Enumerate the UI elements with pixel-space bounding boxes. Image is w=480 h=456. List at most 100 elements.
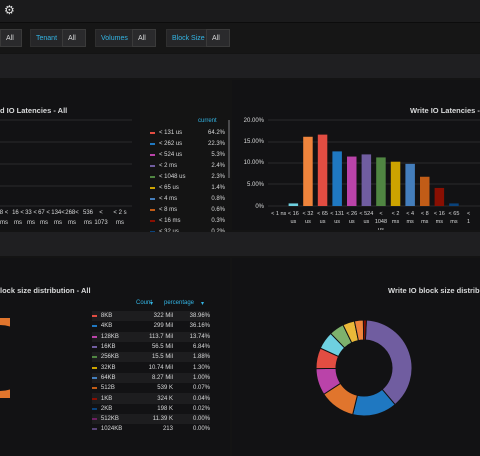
legend-item[interactable]: < 8 ms 0.6% [150,204,225,215]
x-tick-label: 33 < [25,210,37,216]
table-row[interactable]: 8KB 322 Mil 38.96% [92,311,210,322]
legend-swatch [150,164,155,167]
legend-value: 2.4% [211,162,225,169]
row-swatch [92,335,97,338]
legend-item[interactable]: < 262 us 22.3% [150,138,225,149]
header-percentage[interactable]: percentage [164,300,195,306]
table-row[interactable]: 64KB 8.27 Mil 1.00% [92,372,210,384]
read-io-latency-panel: d IO Latencies - All 8 < ms 16 < ms 33 < ms 67… [0,80,140,230]
sort-icon: ▾ [201,301,205,307]
row-swatch [92,346,97,349]
legend-item[interactable]: < 1048 us 2.3% [150,171,225,182]
legend-value: 64.2% [207,129,225,136]
y-tick: 20.00% [244,118,265,124]
row-swatch [92,418,97,421]
bar[interactable] [376,157,386,206]
legend-value: 0.3% [211,217,225,224]
x-tick-label: ms [436,219,444,225]
legend-swatch [150,142,155,145]
legend-label: < 524 us [159,151,183,158]
sort-icon: ▾ [150,301,154,307]
bar[interactable] [361,154,372,206]
legend-item[interactable]: < 4 ms 0.8% [150,193,225,204]
x-tick-label: < 2 s [113,210,126,216]
bar[interactable] [332,151,342,206]
row-block-size: 512KB [100,416,119,423]
panel-title: Write IO Latencies - A [410,106,480,115]
x-tick-label: 134< [51,210,65,216]
gear-icon[interactable]: ⚙ [4,3,15,17]
row-percentage: 0.04% [193,395,211,402]
bar[interactable] [288,203,299,206]
block-size-table: Count ▾ percentage ▾ 8KB 322 Mil 38.96% 4KB… [92,300,212,434]
legend-value: 2.3% [211,173,225,180]
row-swatch [92,387,97,390]
table-row[interactable]: 2KB 198 K 0.02% [92,404,210,414]
table-row[interactable]: 512B 539 K 0.07% [92,383,210,393]
table-row[interactable]: 128KB 113.7 Mil 13.74% [92,331,211,342]
donut-slice[interactable] [362,319,367,341]
x-tick-label: ms [27,220,35,226]
row-header-2[interactable] [0,232,480,256]
legend-item[interactable]: < 65 us 1.4% [150,182,225,193]
x-tick-label: < [379,211,382,217]
x-tick-label: ms [14,220,22,226]
table-row[interactable]: 256KB 15.5 Mil 1.88% [92,352,211,363]
variable-select-tenant[interactable]: All ▾ [62,29,86,60]
row-header-1[interactable] [0,54,480,78]
table-row[interactable]: 512KB 11.39 K 0.00% [92,414,210,425]
legend-scrollbar[interactable] [228,120,230,178]
table-row[interactable]: 4KB 299 Mil 36.16% [92,321,210,331]
x-tick-label: us [363,219,369,225]
row-count: 56.5 Mil [151,344,173,351]
legend-swatch [150,186,155,189]
header-count[interactable]: Count [136,300,153,306]
bar[interactable] [390,161,401,206]
table-row[interactable]: 16KB 56.5 Mil 6.84% [92,342,210,352]
x-tick-label: ms [84,220,92,226]
x-tick-label: < 8 [421,211,429,217]
legend-item[interactable]: < 32 us0.2% [150,226,225,237]
table-row[interactable]: 1KB 324 K 0.04% [92,393,211,404]
bar[interactable] [303,136,313,206]
table-row[interactable]: 1024KB 213 0.00% [92,424,210,434]
bar[interactable] [317,134,328,206]
row-block-size: 8KB [100,313,113,320]
donut-slice[interactable] [364,319,413,406]
x-tick-label: < 65 [317,211,328,217]
y-tick: 10.00% [244,160,265,166]
variable-select-block-size[interactable]: All ▾ [206,29,230,60]
write-latency-chart: 20.00% 15.00% 10.00% 5.00% 0% < 1 ns < 16… [244,118,480,230]
legend-item[interactable]: < 524 us 5.3% [150,149,225,160]
x-tick-label: us [378,227,384,230]
variable-select-volumes[interactable]: All ▾ [132,29,156,60]
bar[interactable] [434,187,445,206]
legend-value: 0.2% [195,229,225,235]
table-row[interactable]: 32KB 10.74 Mil 1.30% [92,363,210,373]
legend-swatch [150,219,155,222]
legend-item[interactable]: < 131 us 64.2% [150,127,225,138]
bar[interactable] [347,156,357,206]
bar[interactable] [420,176,430,206]
legend-item[interactable]: < 2 ms 2.4% [150,160,225,171]
row-count: 213 [162,426,173,433]
legend-swatch [150,230,155,233]
row-percentage: 36.16% [189,323,211,330]
row-percentage: 13.74% [189,333,211,340]
bar[interactable] [449,203,459,206]
row-percentage: 1.88% [193,354,211,361]
legend-value: 22.3% [207,140,225,147]
x-tick-label: 268< [65,210,79,216]
legend-swatch [150,153,155,156]
variable-select-0[interactable]: All ▾ [0,29,22,60]
row-swatch [92,325,97,328]
x-tick-label: us [305,219,311,225]
legend-header-current[interactable]: current [198,118,217,124]
legend-label: < 4 ms [159,195,178,202]
row-block-size: 512B [100,385,115,392]
legend-item[interactable]: < 16 ms 0.3% [150,215,225,226]
legend-label: < 32 us [159,229,195,235]
bar[interactable] [405,163,415,206]
x-tick-label: ms [0,220,8,226]
panel-title: lock size distribution - All [0,286,91,295]
